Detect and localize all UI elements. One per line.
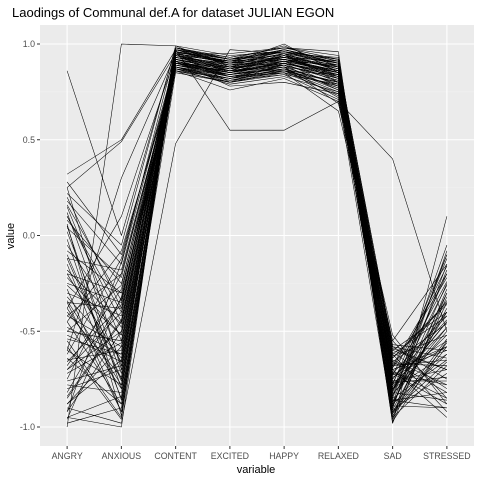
series-line xyxy=(66,49,448,332)
series-line xyxy=(66,53,447,401)
series-line xyxy=(66,55,448,412)
series-line xyxy=(66,66,448,403)
series-line xyxy=(66,51,447,401)
series-line xyxy=(66,68,447,382)
x-tick-label: HAPPY xyxy=(269,451,299,461)
series-line xyxy=(66,59,448,395)
x-tick-label: SAD xyxy=(384,451,402,461)
series-line xyxy=(66,49,447,357)
y-axis-title: value xyxy=(5,223,17,249)
series-line xyxy=(66,68,448,420)
y-tick-label: 1.0 xyxy=(23,39,35,49)
x-tick-label: CONTENT xyxy=(154,451,197,461)
series-line xyxy=(66,51,447,397)
series-line xyxy=(66,57,448,386)
y-axis: -1.0 -0.5 0.0 0.5 1.0 xyxy=(20,39,40,432)
x-axis: ANGRY ANXIOUS CONTENT EXCITED HAPPY RELAXED SA… xyxy=(52,446,471,461)
x-axis-title: variable xyxy=(237,464,276,476)
y-tick-label: 0.5 xyxy=(23,135,35,145)
series-line xyxy=(66,49,448,424)
y-tick-label: -1.0 xyxy=(20,422,35,432)
x-tick-label: EXCITED xyxy=(211,451,249,461)
x-tick-label: ANXIOUS xyxy=(102,451,142,461)
x-tick-label: STRESSED xyxy=(423,451,470,461)
series-layer xyxy=(66,43,448,428)
series-line xyxy=(66,60,448,370)
x-tick-label: RELAXED xyxy=(318,451,359,461)
x-tick-label: ANGRY xyxy=(52,451,83,461)
y-tick-label: -0.5 xyxy=(20,326,35,336)
chart-title: Laodings of Communal def.A for dataset J… xyxy=(12,5,334,20)
y-tick-label: 0.0 xyxy=(23,231,35,241)
